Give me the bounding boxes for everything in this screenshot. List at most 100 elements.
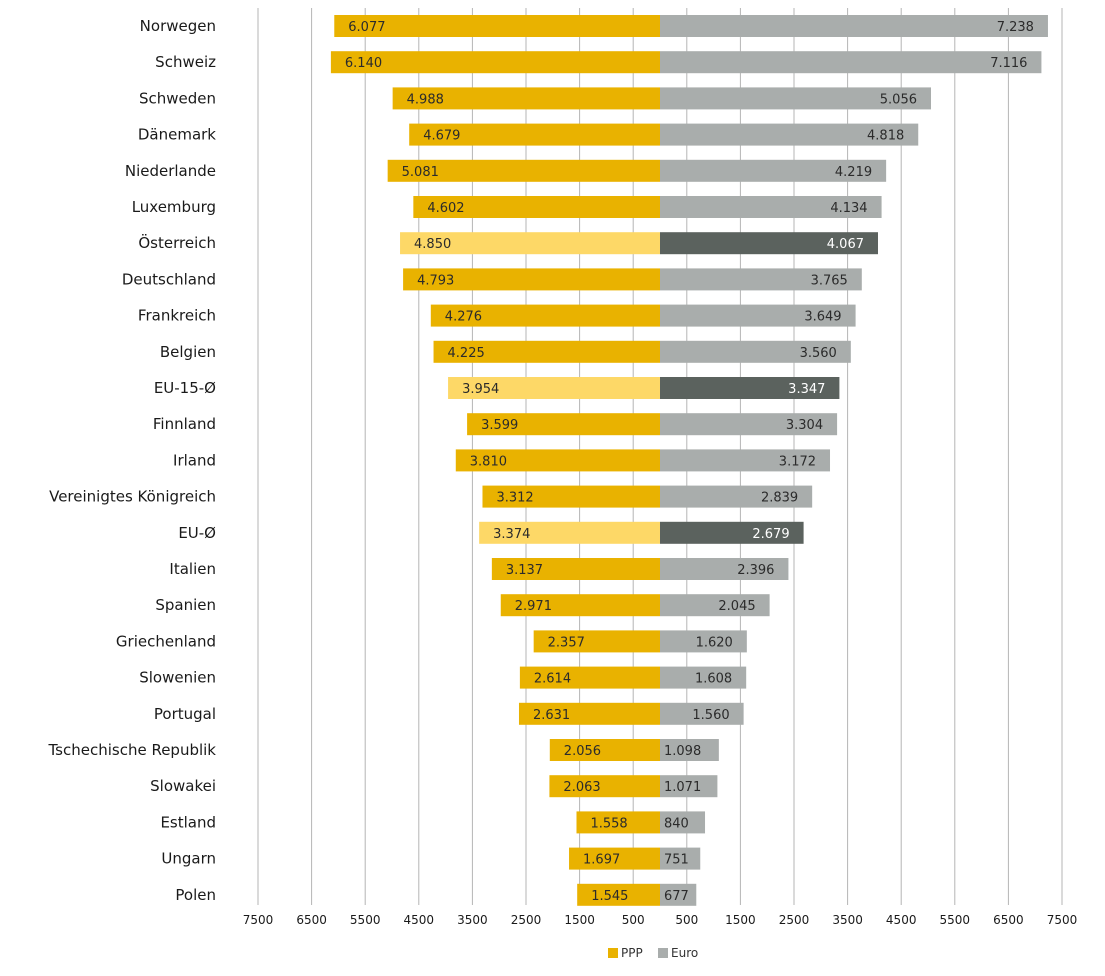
value-label-ppp: 6.077 — [348, 20, 385, 35]
x-tick-label: 1500 — [564, 913, 595, 927]
x-tick-label: 7500 — [243, 913, 274, 927]
category-label: Ungarn — [161, 850, 216, 868]
bar-euro — [660, 196, 882, 218]
value-label-ppp: 4.602 — [427, 201, 464, 216]
value-label-euro: 3.765 — [811, 273, 848, 288]
bar-euro — [660, 811, 706, 834]
value-label-euro: 677 — [664, 889, 689, 904]
x-tick-label: 7500 — [1047, 913, 1078, 927]
x-tick-label: 3500 — [832, 913, 863, 927]
value-label-ppp: 2.971 — [515, 599, 552, 614]
category-label: Frankreich — [138, 307, 216, 325]
value-label-euro: 5.056 — [880, 92, 917, 107]
bar-euro — [660, 340, 851, 363]
bar-euro — [660, 847, 701, 870]
x-tick-label: 6500 — [296, 913, 327, 927]
category-label: Italien — [169, 560, 216, 578]
bar-euro — [660, 51, 1042, 74]
bar-euro — [660, 666, 747, 689]
value-labels: 6.077 7.238 6.140 7.116 4.988 5.056 4.679 4.818… — [345, 20, 1034, 904]
legend-entry: PPP — [621, 946, 643, 960]
bar-ppp — [518, 702, 660, 725]
category-label: Griechenland — [116, 632, 216, 650]
bar-ppp — [500, 594, 660, 617]
bar-ppp — [330, 51, 660, 74]
value-label-euro: 1.098 — [664, 744, 701, 759]
bar-euro — [660, 775, 718, 798]
value-label-ppp: 3.810 — [470, 454, 507, 469]
bar-ppp — [533, 630, 660, 653]
bar-ppp — [334, 15, 660, 37]
value-label-ppp: 3.599 — [481, 418, 518, 433]
value-label-ppp: 2.614 — [534, 672, 571, 687]
category-label: Niederlande — [125, 162, 216, 180]
value-label-euro: 1.560 — [692, 708, 729, 723]
value-label-ppp: 2.063 — [563, 780, 600, 795]
category-label: Schweden — [139, 89, 216, 107]
value-label-euro: 3.560 — [800, 346, 837, 361]
bar-euro — [660, 413, 838, 436]
x-tick-label: 2500 — [779, 913, 810, 927]
value-label-euro: 2.045 — [718, 599, 755, 614]
legend-entry: Euro — [671, 946, 698, 960]
legend: PPP Euro — [608, 946, 698, 960]
bar-euro — [660, 485, 813, 508]
bar-euro — [660, 558, 789, 580]
value-label-ppp: 4.679 — [423, 129, 460, 144]
bar-ppp — [387, 159, 660, 182]
bar-ppp — [482, 485, 660, 508]
bars — [330, 15, 1048, 906]
value-label-ppp: 2.631 — [533, 708, 570, 723]
legend-swatch — [658, 948, 668, 958]
x-tick-label: 5500 — [350, 913, 381, 927]
bar-euro — [660, 449, 831, 472]
value-label-ppp: 4.225 — [448, 346, 485, 361]
x-tick-label: 2500 — [511, 913, 542, 927]
value-label-euro: 4.219 — [835, 165, 872, 180]
bar-ppp — [549, 775, 660, 798]
category-label: Polen — [175, 886, 216, 904]
category-label: Dänemark — [138, 126, 216, 144]
value-label-ppp: 1.545 — [591, 889, 628, 904]
bar-ppp — [409, 123, 660, 146]
value-label-euro: 3.304 — [786, 418, 823, 433]
category-label: EU-Ø — [178, 524, 216, 542]
category-label: Belgien — [160, 343, 216, 361]
value-label-ppp: 4.988 — [407, 92, 444, 107]
bar-euro — [660, 702, 744, 725]
category-label: Spanien — [155, 596, 216, 614]
value-label-ppp: 4.276 — [445, 310, 482, 325]
category-label: Vereinigtes Königreich — [49, 488, 216, 506]
x-tick-label: 6500 — [993, 913, 1024, 927]
value-label-euro: 1.071 — [664, 780, 701, 795]
bar-ppp — [491, 558, 660, 580]
x-tick-label: 4500 — [404, 913, 435, 927]
x-tick-label: 500 — [622, 913, 645, 927]
value-label-euro: 1.620 — [696, 635, 733, 650]
bar-euro — [660, 232, 878, 255]
bar-ppp — [576, 811, 660, 834]
value-label-euro: 1.608 — [695, 672, 732, 687]
value-label-euro: 751 — [664, 853, 689, 868]
category-label: Schweiz — [155, 53, 216, 71]
category-label: Portugal — [154, 705, 216, 723]
category-label: Deutschland — [122, 270, 216, 288]
value-label-euro: 840 — [664, 816, 689, 831]
bar-ppp — [413, 196, 660, 218]
bar-ppp — [479, 521, 660, 544]
bar-euro — [660, 87, 932, 110]
bar-ppp — [448, 377, 660, 399]
x-axis-ticks: 7500 6500 5500 4500 3500 2500 1500 500 500 1500 25… — [243, 913, 1078, 927]
bar-euro — [660, 123, 919, 146]
category-label: Norwegen — [140, 17, 216, 35]
bar-euro — [660, 268, 862, 291]
x-tick-label: 4500 — [886, 913, 917, 927]
value-label-euro: 7.238 — [997, 20, 1034, 35]
legend-swatch — [608, 948, 618, 958]
category-label: Tschechische Republik — [47, 741, 216, 759]
bar-ppp — [433, 340, 660, 363]
bar-euro — [660, 594, 770, 617]
x-tick-label: 3500 — [457, 913, 488, 927]
value-label-euro: 4.818 — [867, 129, 904, 144]
